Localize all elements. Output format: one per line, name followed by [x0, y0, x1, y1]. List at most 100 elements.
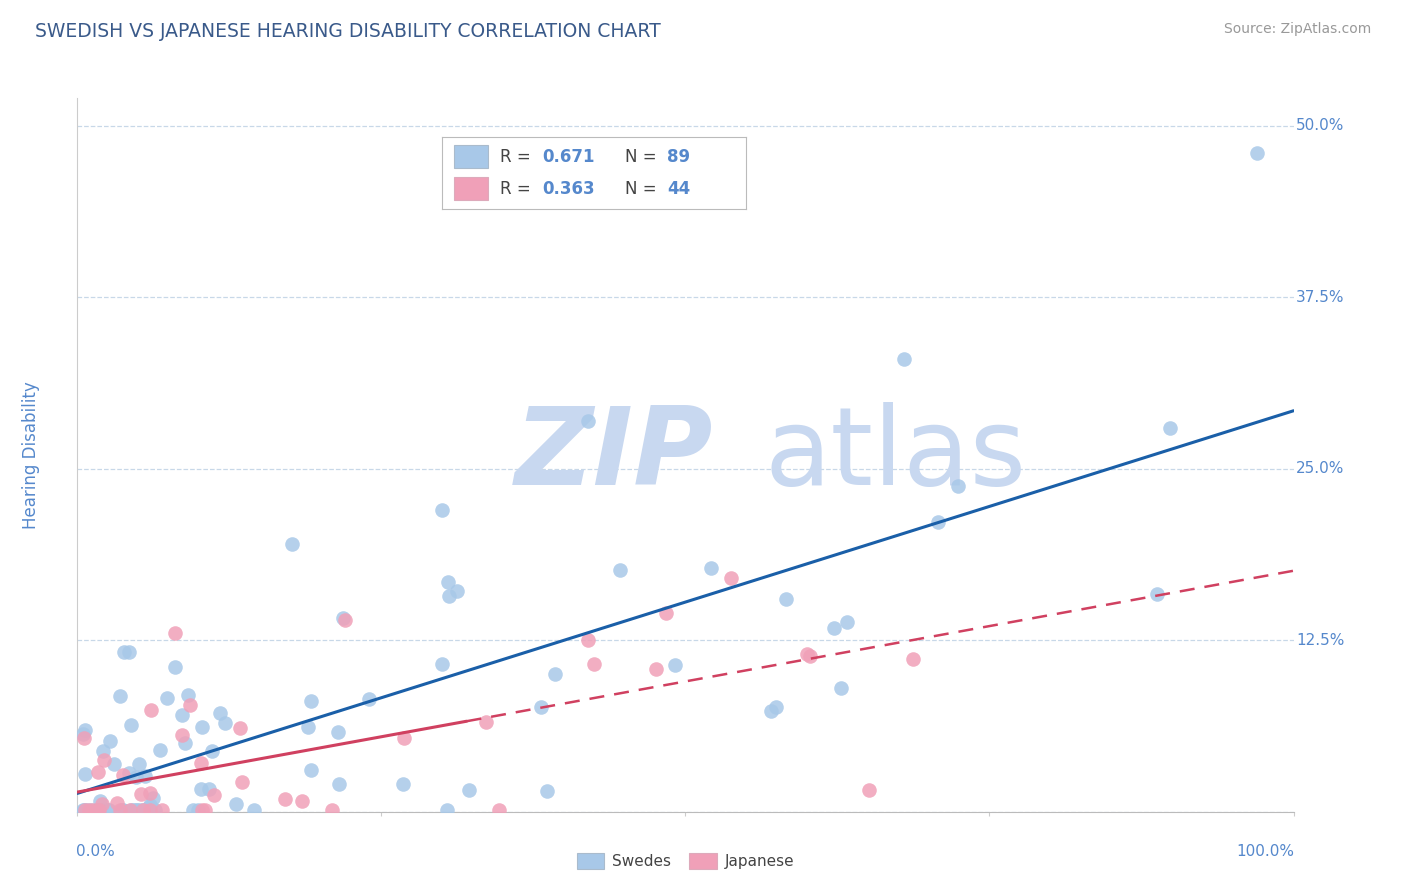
Point	[765, 700, 787, 714]
Point	[201, 744, 224, 758]
Point	[664, 657, 686, 672]
Point	[118, 803, 141, 817]
Point	[97, 803, 120, 817]
Point	[149, 743, 172, 757]
Point	[86, 764, 108, 779]
Point	[823, 621, 845, 635]
Point	[700, 561, 723, 575]
Point	[229, 721, 252, 735]
Point	[156, 690, 179, 705]
Point	[720, 571, 742, 585]
Point	[655, 606, 678, 620]
Point	[281, 537, 304, 551]
Point	[118, 766, 141, 780]
Point	[179, 698, 201, 713]
Point	[835, 615, 858, 629]
Point	[129, 787, 152, 801]
Point	[108, 689, 131, 703]
Point	[73, 731, 96, 745]
Point	[544, 667, 567, 681]
Point	[576, 633, 599, 648]
Point	[231, 775, 253, 789]
Point	[165, 660, 187, 674]
Text: 89: 89	[668, 148, 690, 166]
Point	[75, 803, 97, 817]
Point	[90, 803, 112, 817]
Point	[436, 575, 458, 590]
Point	[858, 782, 880, 797]
Point	[89, 794, 111, 808]
Point	[120, 718, 142, 732]
Point	[181, 803, 204, 817]
Point	[333, 613, 356, 627]
Point	[202, 788, 225, 802]
Point	[138, 803, 160, 817]
Point	[111, 803, 134, 817]
Point	[72, 803, 94, 817]
Point	[437, 590, 460, 604]
Point	[946, 479, 969, 493]
Point	[111, 803, 134, 817]
Point	[191, 803, 214, 817]
Point	[111, 768, 134, 782]
Text: SWEDISH VS JAPANESE HEARING DISABILITY CORRELATION CHART: SWEDISH VS JAPANESE HEARING DISABILITY C…	[35, 22, 661, 41]
Point	[446, 584, 468, 599]
Point	[430, 503, 453, 517]
Text: 0.0%: 0.0%	[76, 844, 115, 859]
Point	[141, 702, 163, 716]
Point	[243, 803, 266, 817]
Point	[118, 644, 141, 658]
Point	[530, 700, 553, 714]
Point	[299, 694, 322, 708]
Point	[432, 657, 454, 672]
Point	[576, 414, 599, 428]
Point	[297, 720, 319, 734]
Point	[436, 803, 458, 817]
Point	[893, 351, 915, 366]
Point	[128, 757, 150, 772]
Point	[609, 564, 631, 578]
Point	[105, 796, 128, 810]
Point	[475, 714, 498, 729]
Point	[174, 736, 197, 750]
Text: atlas: atlas	[765, 402, 1026, 508]
Point	[488, 803, 510, 817]
Point	[775, 591, 797, 606]
Point	[225, 797, 247, 811]
Point	[111, 803, 134, 817]
Point	[536, 784, 558, 798]
Point	[1159, 421, 1181, 435]
Point	[761, 704, 783, 718]
Point	[796, 647, 818, 661]
Text: 0.671: 0.671	[543, 148, 595, 166]
Point	[170, 708, 193, 723]
Point	[194, 803, 217, 817]
Point	[391, 777, 413, 791]
Point	[208, 706, 231, 720]
Point	[326, 724, 349, 739]
Point	[143, 803, 166, 817]
Point	[927, 515, 949, 529]
Text: 100.0%: 100.0%	[1237, 844, 1295, 859]
Point	[134, 803, 156, 817]
Point	[139, 786, 162, 800]
Text: ZIP: ZIP	[515, 402, 713, 508]
Point	[129, 803, 152, 817]
Point	[110, 803, 132, 817]
Point	[73, 767, 96, 781]
Text: R =: R =	[501, 148, 536, 166]
Bar	[454, 145, 488, 168]
Point	[72, 727, 94, 741]
Point	[163, 626, 186, 640]
Point	[76, 803, 98, 817]
Point	[103, 756, 125, 771]
Text: R =: R =	[501, 180, 536, 198]
Point	[799, 649, 821, 664]
Point	[582, 657, 605, 672]
Point	[299, 764, 322, 778]
Point	[170, 728, 193, 742]
Point	[191, 720, 214, 734]
Legend: Swedes, Japanese: Swedes, Japanese	[571, 847, 800, 875]
Text: N =: N =	[624, 180, 661, 198]
Point	[125, 803, 148, 817]
